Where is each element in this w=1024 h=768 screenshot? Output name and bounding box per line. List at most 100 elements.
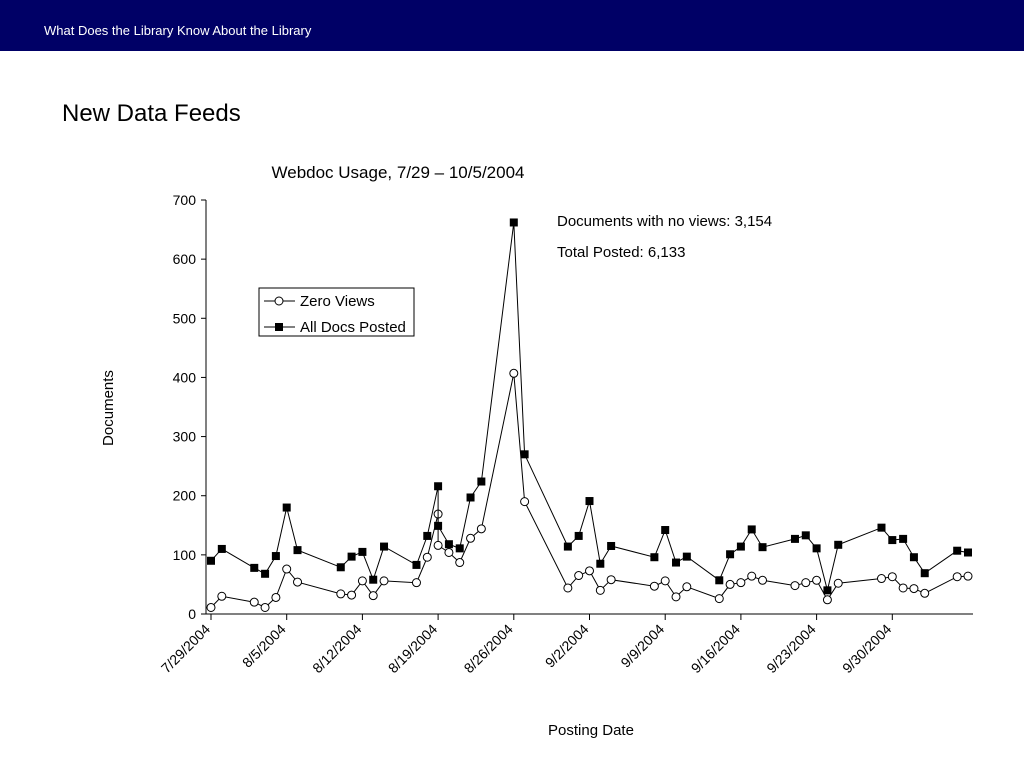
data-point-zero-views (422, 552, 432, 562)
data-point-all-docs-posted (736, 542, 745, 551)
data-point-zero-views (682, 582, 692, 592)
data-point-zero-views (563, 583, 573, 593)
data-point-zero-views (347, 590, 357, 600)
data-point-zero-views (660, 576, 670, 586)
data-point-all-docs-posted (747, 525, 756, 534)
data-point-zero-views (217, 591, 227, 601)
data-point-zero-views (920, 588, 930, 598)
data-point-zero-views (887, 572, 897, 582)
data-point-zero-views (595, 585, 605, 595)
data-point-all-docs-posted (423, 531, 432, 540)
data-point-zero-views (963, 571, 973, 581)
legend: Zero Views All Docs Posted (258, 287, 415, 337)
data-point-all-docs-posted (520, 450, 529, 459)
annotation-no-views: Documents with no views: 3,154 (557, 213, 772, 230)
series-layer (206, 218, 973, 612)
x-tick-label: 8/12/2004 (309, 621, 365, 677)
data-point-zero-views (606, 575, 616, 585)
data-point-zero-views (812, 575, 822, 585)
data-point-all-docs-posted (434, 521, 443, 530)
data-point-all-docs-posted (650, 553, 659, 562)
data-point-all-docs-posted (812, 544, 821, 553)
data-point-zero-views (574, 571, 584, 581)
data-point-all-docs-posted (607, 541, 616, 550)
data-point-zero-views (206, 602, 216, 612)
data-point-zero-views (671, 592, 681, 602)
y-tick-label: 0 (188, 606, 196, 622)
y-tick-label: 200 (173, 488, 197, 504)
data-point-all-docs-posted (953, 546, 962, 555)
data-point-zero-views (520, 497, 530, 507)
header-title: What Does the Library Know About the Lib… (44, 23, 312, 38)
y-tick-label: 300 (173, 429, 197, 445)
data-point-all-docs-posted (672, 558, 681, 567)
data-point-all-docs-posted (293, 546, 302, 555)
data-point-all-docs-posted (444, 540, 453, 549)
data-point-all-docs-posted (920, 569, 929, 578)
data-point-all-docs-posted (217, 544, 226, 553)
legend-marker-zero-views (274, 296, 284, 306)
y-tick-label: 100 (173, 547, 197, 563)
data-point-zero-views (898, 583, 908, 593)
x-axis-label: Posting Date (548, 722, 634, 739)
data-point-all-docs-posted (823, 586, 832, 595)
data-point-all-docs-posted (261, 569, 270, 578)
data-point-zero-views (801, 578, 811, 588)
data-point-all-docs-posted (477, 477, 486, 486)
data-point-all-docs-posted (899, 534, 908, 543)
x-tick-label: 9/9/2004 (617, 621, 667, 671)
data-point-all-docs-posted (412, 560, 421, 569)
data-point-all-docs-posted (347, 552, 356, 561)
data-point-zero-views (379, 576, 389, 586)
data-point-zero-views (876, 574, 886, 584)
data-point-all-docs-posted (369, 575, 378, 584)
data-point-all-docs-posted (455, 544, 464, 553)
data-point-all-docs-posted (726, 550, 735, 559)
data-point-zero-views (411, 578, 421, 588)
x-tick-label: 8/26/2004 (461, 621, 517, 677)
data-point-all-docs-posted (250, 563, 259, 572)
data-point-all-docs-posted (574, 531, 583, 540)
legend-box (258, 287, 415, 337)
data-point-all-docs-posted (563, 542, 572, 551)
data-point-all-docs-posted (909, 553, 918, 562)
data-point-all-docs-posted (596, 559, 605, 568)
data-point-zero-views (649, 581, 659, 591)
x-tick-label: 8/5/2004 (239, 621, 289, 671)
data-point-zero-views (282, 564, 292, 574)
data-point-zero-views (293, 577, 303, 587)
data-point-zero-views (466, 533, 476, 543)
data-point-zero-views (822, 595, 832, 605)
annotation-total-posted: Total Posted: 6,133 (557, 244, 685, 261)
data-point-zero-views (758, 575, 768, 585)
y-tick-label: 400 (173, 369, 197, 385)
axes: 0 100 200 300 400 500 600 700 7/29/2004 8/5/2004 8… (158, 192, 973, 676)
x-tick-label: 9/30/2004 (839, 621, 895, 677)
y-tick-label: 500 (173, 310, 197, 326)
legend-marker-all-docs (275, 323, 283, 331)
data-point-all-docs-posted (715, 576, 724, 585)
data-point-all-docs-posted (964, 548, 972, 557)
series-all-docs-posted (207, 218, 972, 595)
x-tick-label: 9/23/2004 (763, 621, 819, 677)
data-point-zero-views (509, 368, 519, 378)
y-tick-label: 700 (173, 192, 197, 208)
data-point-zero-views (736, 578, 746, 588)
y-tick-label: 600 (173, 251, 197, 267)
data-point-zero-views (368, 591, 378, 601)
data-point-all-docs-posted (336, 563, 345, 572)
data-point-all-docs-posted (358, 547, 367, 556)
data-point-zero-views (357, 576, 367, 586)
x-tick-label: 7/29/2004 (158, 621, 214, 677)
series-line-all-docs-posted (210, 222, 969, 591)
slide-heading: New Data Feeds (62, 100, 241, 127)
data-point-zero-views (433, 540, 443, 550)
data-point-all-docs-posted (282, 503, 291, 512)
data-point-zero-views (585, 566, 594, 576)
x-tick-label: 9/16/2004 (688, 621, 744, 677)
legend-label-zero-views: Zero Views (300, 293, 375, 310)
data-point-zero-views (249, 597, 259, 607)
data-point-all-docs-posted (585, 497, 594, 506)
data-point-all-docs-posted (380, 542, 389, 551)
